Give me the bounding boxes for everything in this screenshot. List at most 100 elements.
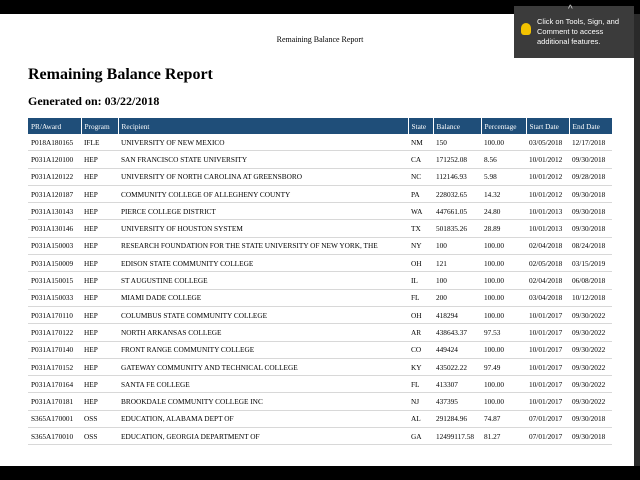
- table-cell: HEP: [81, 375, 118, 394]
- table-cell: RESEARCH FOUNDATION FOR THE STATE UNIVER…: [118, 237, 408, 256]
- table-row: P031A170152 HEP GATEWAY COMMUNITY AND TECH…: [28, 358, 612, 377]
- table-cell: 8.56: [481, 150, 526, 169]
- table-cell: 09/30/2022: [569, 306, 612, 325]
- table-row: P031A170140 HEP FRONT RANGE COMMUNITY COLL…: [28, 341, 612, 359]
- table-body: P018A180165 IFLE UNIVERSITY OF NEW MEXICO N…: [28, 134, 612, 446]
- tooltip-text: Click on Tools, Sign, and Comment to acc…: [537, 17, 619, 46]
- table-cell: 171252.08: [433, 150, 481, 169]
- column-header: PR/Award: [28, 118, 82, 134]
- table-cell: 97.53: [481, 323, 526, 342]
- table-cell: HEP: [81, 202, 118, 221]
- table-cell: S365A170001: [28, 410, 81, 429]
- table-cell: 24.80: [481, 202, 526, 221]
- table-cell: 74.87: [481, 410, 526, 429]
- table-cell: 09/30/2022: [569, 323, 612, 342]
- generated-date: Generated on: 03/22/2018: [28, 94, 160, 108]
- table-cell: IFLE: [81, 134, 118, 152]
- table-cell: NORTH ARKANSAS COLLEGE: [118, 323, 408, 342]
- balance-table: PR/Award Program Recipient State Balance Perc…: [28, 118, 613, 446]
- column-header: Start Date: [526, 118, 570, 134]
- table-cell: 07/01/2017: [526, 410, 569, 429]
- table-cell: 03/05/2018: [526, 134, 569, 152]
- table-cell: HEP: [81, 358, 118, 377]
- table-cell: NJ: [408, 392, 433, 411]
- scrollbar: [634, 14, 640, 466]
- table-cell: COMMUNITY COLLEGE OF ALLEGHENY COUNTY: [118, 185, 408, 204]
- table-cell: EDUCATION, GEORGIA DEPARTMENT OF: [118, 427, 408, 446]
- table-cell: 413307: [433, 375, 481, 394]
- table-cell: P031A170140: [28, 341, 81, 359]
- table-cell: 100.00: [481, 254, 526, 273]
- table-cell: OSS: [81, 427, 118, 446]
- table-cell: 10/01/2017: [526, 341, 569, 359]
- table-cell: 228032.65: [433, 185, 481, 204]
- table-cell: 418294: [433, 306, 481, 325]
- table-cell: 449424: [433, 341, 481, 359]
- table-cell: 447661.05: [433, 202, 481, 221]
- table-cell: HEP: [81, 185, 118, 204]
- table-cell: OH: [408, 254, 433, 273]
- table-row: P018A180165 IFLE UNIVERSITY OF NEW MEXICO N…: [28, 134, 612, 152]
- table-cell: UNIVERSITY OF NEW MEXICO: [118, 134, 408, 152]
- column-header: Program: [81, 118, 119, 134]
- table-cell: HEP: [81, 168, 118, 186]
- document-page: Remaining Balance Report Remaining Balan…: [0, 14, 634, 466]
- table-cell: 10/01/2012: [526, 150, 569, 169]
- table-cell: COLUMBUS STATE COMMUNITY COLLEGE: [118, 306, 408, 325]
- table-cell: 10/01/2017: [526, 392, 569, 411]
- table-cell: 10/01/2013: [526, 202, 569, 221]
- table-cell: 09/30/2022: [569, 375, 612, 394]
- table-cell: 5.98: [481, 168, 526, 186]
- table-cell: 12/17/2018: [569, 134, 612, 152]
- table-cell: HEP: [81, 306, 118, 325]
- table-cell: UNIVERSITY OF NORTH CAROLINA AT GREENSBO…: [118, 168, 408, 186]
- table-cell: HEP: [81, 341, 118, 359]
- table-cell: HEP: [81, 271, 118, 290]
- table-cell: 09/30/2018: [569, 410, 612, 429]
- table-cell: CA: [408, 150, 433, 169]
- report-title: Remaining Balance Report: [28, 66, 213, 83]
- table-cell: 501835.26: [433, 219, 481, 238]
- table-cell: 09/30/2022: [569, 358, 612, 377]
- table-cell: 100.00: [481, 134, 526, 152]
- table-cell: OSS: [81, 410, 118, 429]
- table-cell: SAN FRANCISCO STATE UNIVERSITY: [118, 150, 408, 169]
- running-header: Remaining Balance Report: [276, 35, 364, 44]
- table-cell: IL: [408, 271, 433, 290]
- table-cell: 10/01/2017: [526, 306, 569, 325]
- table-cell: P031A150015: [28, 271, 81, 290]
- table-row: P031A170164 HEP SANTA FE COLLEGE FL 413307 10…: [28, 375, 612, 394]
- table-cell: 09/30/2018: [569, 150, 612, 169]
- column-header: Recipient: [118, 118, 409, 134]
- table-cell: 09/30/2018: [569, 185, 612, 204]
- table-cell: 100.00: [481, 392, 526, 411]
- table-cell: P031A120100: [28, 150, 81, 169]
- table-cell: 100: [433, 237, 481, 256]
- table-cell: 435022.22: [433, 358, 481, 377]
- table-cell: 100.00: [481, 306, 526, 325]
- table-cell: P018A180165: [28, 134, 81, 152]
- table-row: P031A120100 HEP SAN FRANCISCO STATE UNIVER…: [28, 150, 612, 169]
- table-cell: PA: [408, 185, 433, 204]
- table-cell: P031A170110: [28, 306, 81, 325]
- table-cell: 02/04/2018: [526, 237, 569, 256]
- table-cell: HEP: [81, 323, 118, 342]
- table-cell: MIAMI DADE COLLEGE: [118, 289, 408, 307]
- table-row: P031A130146 HEP UNIVERSITY OF HOUSTON SYST…: [28, 219, 612, 238]
- table-cell: 100.00: [481, 375, 526, 394]
- table-cell: AR: [408, 323, 433, 342]
- table-cell: 08/24/2018: [569, 237, 612, 256]
- tools-tooltip[interactable]: ^ Click on Tools, Sign, and Comment to a…: [514, 4, 634, 58]
- table-row: P031A150003 HEP RESEARCH FOUNDATION FOR TH…: [28, 237, 612, 256]
- table-cell: P031A150033: [28, 289, 81, 307]
- lightbulb-icon: [521, 23, 531, 35]
- table-cell: OH: [408, 306, 433, 325]
- collapse-caret[interactable]: ^: [568, 4, 573, 15]
- table-cell: 09/28/2018: [569, 168, 612, 186]
- table-row: P031A120187 HEP COMMUNITY COLLEGE OF ALLEG…: [28, 185, 612, 204]
- column-header: Balance: [433, 118, 482, 134]
- table-cell: 100: [433, 271, 481, 290]
- table-row: S365A170010 OSS EDUCATION, GEORGIA DEPARTM…: [28, 427, 612, 446]
- table-cell: 291284.96: [433, 410, 481, 429]
- table-cell: 09/30/2018: [569, 427, 612, 446]
